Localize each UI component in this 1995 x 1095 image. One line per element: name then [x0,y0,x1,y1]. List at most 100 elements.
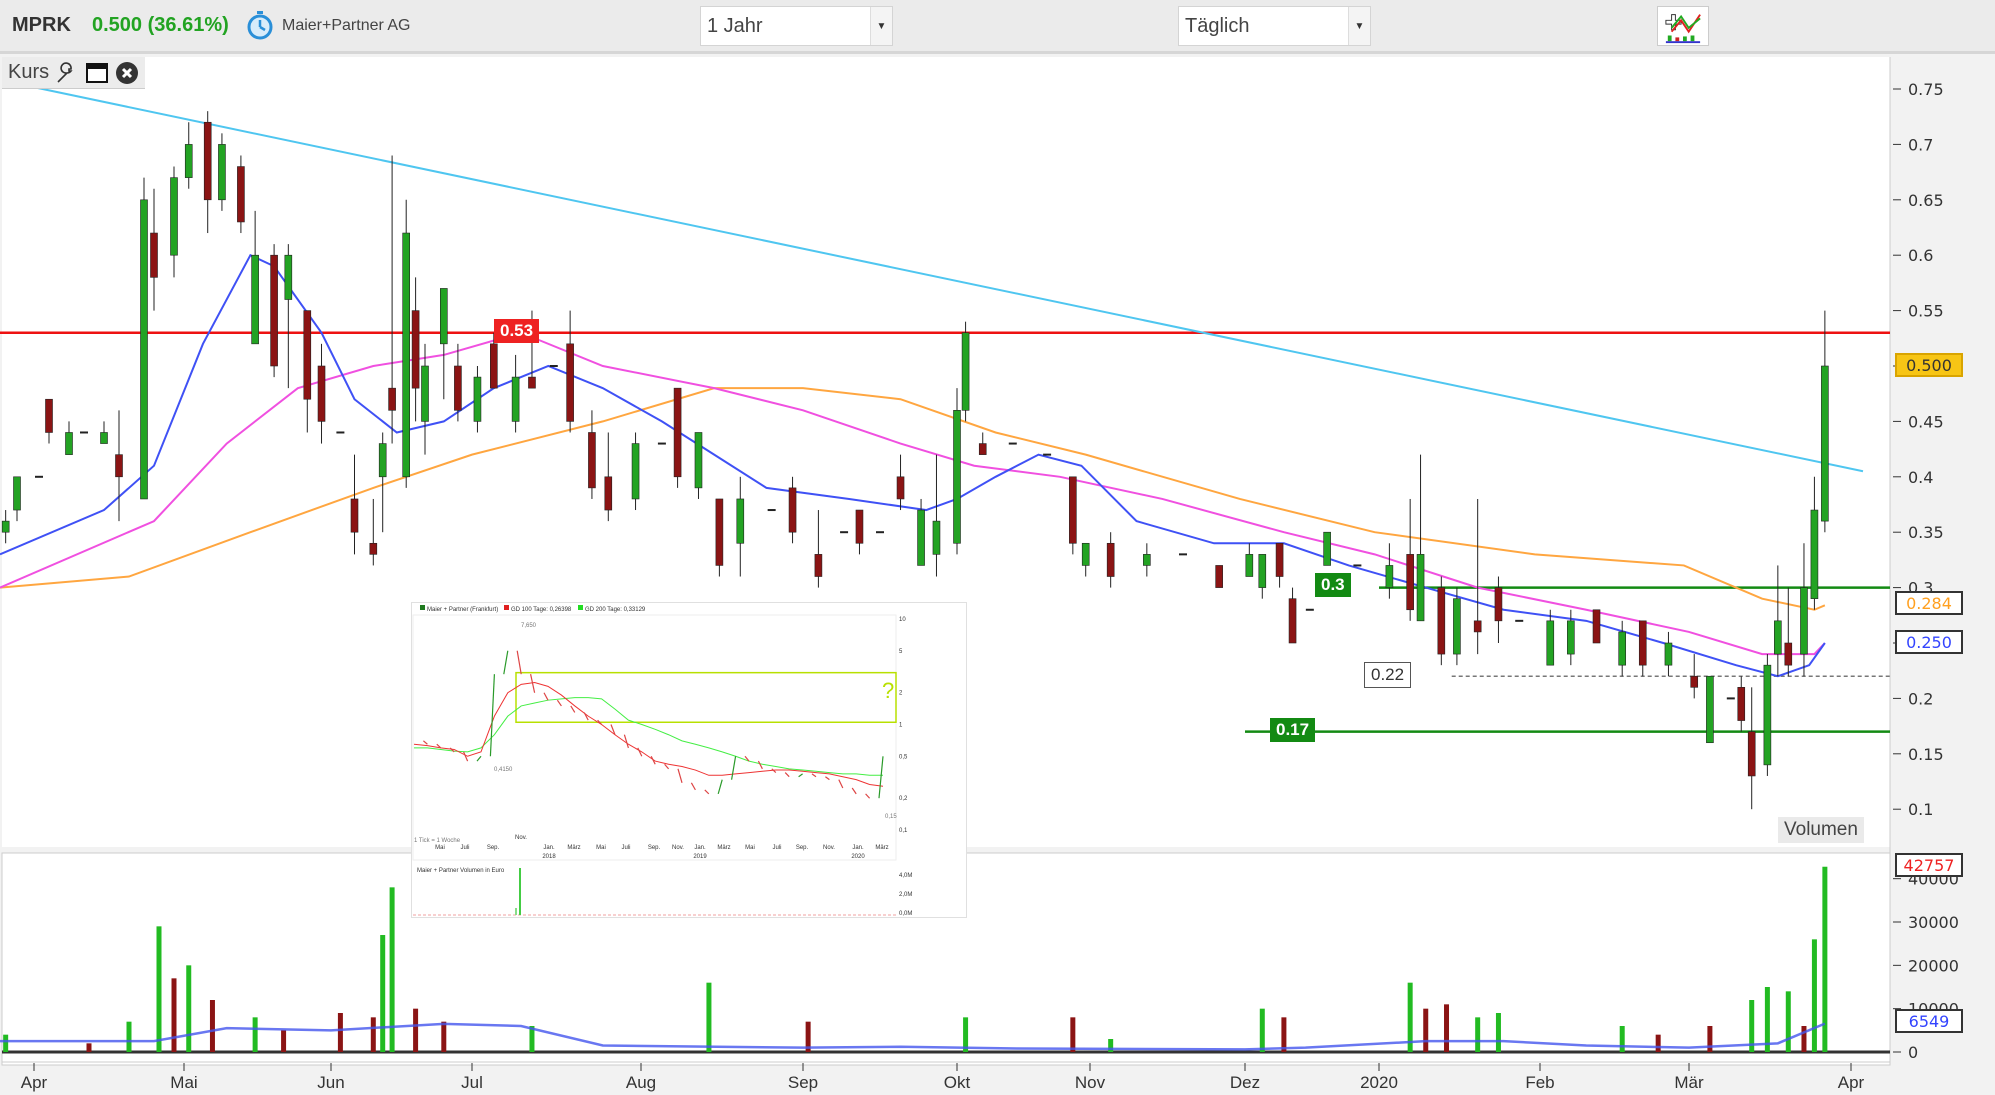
chevron-down-icon: ▼ [870,7,892,45]
inset-price-bar [543,692,549,701]
candle-body [490,343,498,389]
indicator-tool-icon[interactable] [1657,6,1709,46]
candle [1737,676,1746,732]
inset-price-bar [784,772,790,778]
volume-bar [1108,1039,1114,1052]
inset-price-bar [690,782,696,791]
ma-short-label: 0.250 [1895,630,1963,654]
volume-avg-label: 6549 [1895,1009,1963,1033]
inset-price-bar [503,650,509,675]
volume-bar [370,1017,376,1052]
wrench-icon[interactable] [55,61,79,85]
candle-body [284,254,293,300]
company-name: Maier+Partner AG [282,17,411,34]
candle-body [1453,598,1461,655]
candle [1106,532,1115,588]
candle-body [896,476,905,500]
candle [388,155,396,444]
trend-line [5,80,1864,473]
candle [303,310,312,433]
candle-body [1546,620,1555,666]
inset-y-label: 0,5 [899,754,908,760]
x-tick-label: Okt [944,1073,971,1092]
candle [237,155,245,234]
candle [932,454,941,577]
candle [1453,587,1461,666]
candle-body [1664,642,1673,666]
volume-bar [1259,1008,1265,1052]
candle [1763,654,1772,776]
candle [1258,554,1267,599]
inset-price-bar [570,705,576,713]
inset-price-bar [637,747,643,757]
candle [251,210,259,345]
y-tick-label: 0.2 [1908,689,1933,708]
volume-bar [413,1008,419,1052]
candle [855,509,864,555]
candle-body [388,387,396,411]
volume-bar [1801,1026,1807,1052]
close-icon[interactable] [115,61,139,85]
y-tick-label: 0.65 [1908,191,1944,210]
candle [1638,620,1647,677]
inset-price-bar [610,724,616,735]
inset-price-bar [731,756,737,780]
candle [203,111,212,234]
candle [411,277,420,422]
candle-body [1288,598,1297,644]
candle [218,133,226,211]
candle [1437,576,1446,666]
inset-annotation: 1 Tick = 1 Woche [414,838,461,844]
candle [1690,654,1699,699]
candle-body [150,232,158,278]
inset-annotation: 0,15 [885,814,897,820]
candle [1,510,10,544]
window-icon[interactable] [85,61,109,85]
x-tick-label: Mär [1674,1073,1704,1092]
inset-price-bar [597,719,603,725]
inset-price-bar [798,773,803,778]
volume-bar [86,1043,92,1052]
panel-toolbar: Kurs [2,57,146,89]
period-select[interactable]: 1 Jahr ▼ [700,6,893,46]
inset-month-label: März [567,845,580,851]
inset-month-label: Juli [772,845,781,851]
candle-body [528,376,536,389]
candle-body [932,520,941,555]
volume-bar [3,1034,9,1052]
candle [715,498,724,577]
inset-month-label: März [717,845,730,851]
volume-bar [1822,866,1828,1052]
candle [1288,587,1297,644]
inset-price-bar [878,756,884,799]
candle-body [961,332,970,411]
price-change: 0.500 (36.61%) [92,14,229,36]
inset-y-label: 0,2 [899,796,908,802]
candle-body [1592,609,1601,644]
stopwatch-icon[interactable] [246,10,274,40]
inset-volume-tick: 2,0M [899,892,912,898]
volume-bar [1655,1034,1661,1052]
candle [1810,476,1819,610]
volume-bar [1619,1026,1625,1052]
candle-body [251,254,259,345]
candle [511,354,520,433]
legend-entry: Maier + Partner (Frankfurt) [427,607,498,613]
candle [421,343,429,455]
candle [45,398,53,444]
candle-body [1258,554,1267,588]
candle [1592,609,1601,644]
volume-bar [1070,1017,1076,1052]
candle [694,432,703,499]
x-tick-label: Apr [21,1073,48,1092]
interval-select[interactable]: Täglich ▼ [1178,6,1371,46]
candle-body [1763,664,1772,766]
volume-tick-label: 0 [1908,1043,1918,1062]
candle [978,432,987,455]
candle [1323,531,1331,566]
candle [100,421,108,444]
x-tick-label: Mai [170,1073,197,1092]
inset-volume-spike [519,868,521,915]
candle-body [1081,542,1090,566]
